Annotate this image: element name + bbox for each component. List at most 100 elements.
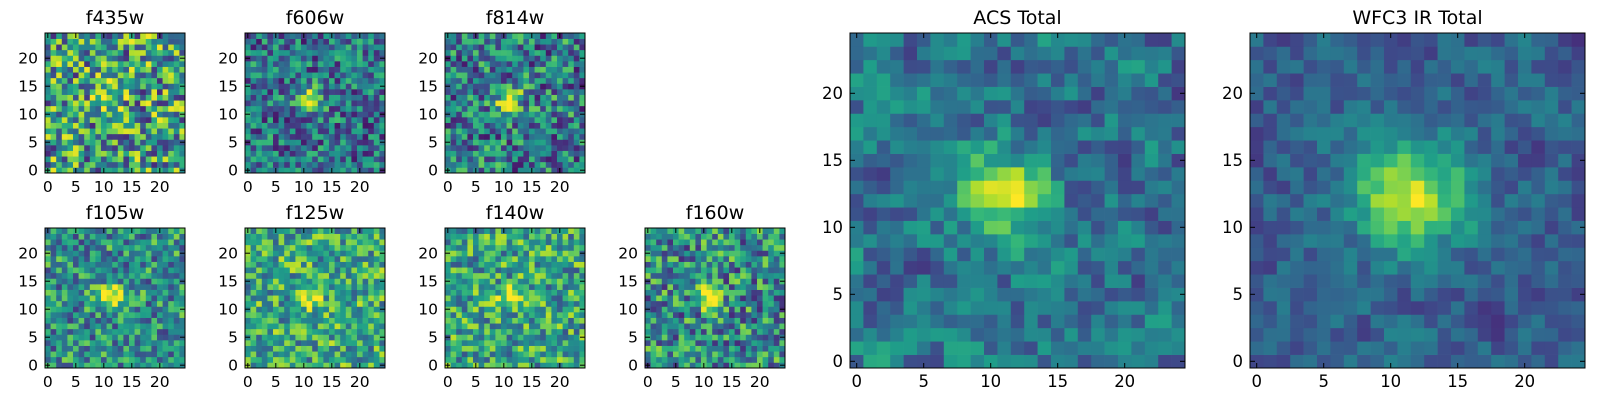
heatmap-cell (173, 351, 180, 358)
heatmap-cell (329, 250, 335, 257)
heatmap-cell (357, 328, 363, 335)
heatmap-cell (284, 233, 291, 240)
heatmap-cell (334, 351, 341, 358)
heatmap-cell (56, 156, 63, 163)
heatmap-cell (678, 306, 685, 313)
heatmap-cell (745, 256, 752, 262)
heatmap-cell (773, 340, 780, 346)
heatmap-cell (701, 351, 707, 358)
heatmap-cell (656, 239, 663, 246)
heatmap-cell (373, 38, 380, 45)
heatmap-cell (56, 323, 63, 330)
y-tick-label: 5 (28, 134, 38, 152)
heatmap-cell (723, 340, 730, 346)
heatmap-cell (295, 94, 302, 101)
heatmap-cell (540, 351, 547, 358)
heatmap-cell (250, 150, 257, 157)
heatmap-cell (562, 133, 569, 140)
heatmap-cell (579, 289, 586, 296)
heatmap-cell (73, 161, 79, 168)
heatmap-cell (723, 317, 730, 324)
heatmap-cell (579, 244, 586, 251)
heatmap-cell (478, 139, 485, 146)
heatmap-cell (362, 239, 369, 246)
heatmap-cell (357, 239, 363, 246)
heatmap-cell (562, 351, 569, 358)
heatmap-cell (162, 334, 169, 341)
heatmap-cell (734, 272, 741, 279)
heatmap-cell (573, 61, 580, 67)
heatmap-cell (317, 334, 324, 341)
heatmap-cell (473, 38, 479, 45)
heatmap-cell (140, 233, 147, 240)
heatmap-cell (534, 284, 541, 290)
heatmap-cell (84, 233, 91, 240)
y-tick-label: 15 (218, 273, 238, 291)
heatmap-cell (261, 312, 268, 318)
heatmap-cell (1104, 341, 1119, 355)
heatmap-cell (734, 289, 741, 296)
heatmap-cell (568, 66, 575, 73)
heatmap-cell (112, 167, 119, 174)
heatmap-cell (562, 66, 569, 73)
heatmap-cell (56, 49, 63, 56)
heatmap-cell (61, 111, 68, 118)
heatmap-cell (351, 72, 358, 79)
heatmap-cell (551, 362, 558, 369)
heatmap-cell (762, 228, 769, 234)
heatmap-cell (306, 289, 313, 296)
heatmap-cell (529, 256, 535, 262)
heatmap-cell (368, 272, 375, 279)
heatmap-cell (78, 94, 85, 101)
heatmap-cell (1158, 180, 1172, 195)
heatmap-cell (301, 261, 307, 268)
heatmap-cell (151, 111, 158, 118)
heatmap-cell (50, 312, 57, 318)
heatmap-cell (445, 94, 451, 101)
heatmap-cell (261, 94, 268, 101)
heatmap-cell (250, 256, 257, 262)
heatmap-cell (61, 284, 68, 290)
heatmap-cell (568, 345, 575, 352)
heatmap-cell (450, 89, 457, 95)
heatmap-cell (540, 233, 547, 240)
heatmap-cell (545, 117, 552, 123)
heatmap-cell (250, 100, 257, 107)
heatmap-cell (478, 250, 485, 257)
heatmap-cell (512, 228, 519, 234)
heatmap-cell (501, 312, 507, 318)
heatmap-cell (56, 334, 63, 341)
heatmap-cell (579, 345, 586, 352)
heatmap-cell (461, 122, 468, 129)
heatmap-cell (368, 289, 375, 296)
heatmap-cell (179, 38, 186, 45)
heatmap-cell (278, 244, 285, 251)
heatmap-cell (751, 244, 758, 251)
heatmap-cell (334, 261, 341, 268)
heatmap-cell (757, 356, 763, 363)
heatmap-cell (562, 300, 569, 307)
heatmap-cell (757, 244, 763, 251)
heatmap-cell (517, 122, 524, 129)
heatmap-cell (1118, 301, 1132, 315)
heatmap-cell (568, 44, 575, 51)
heatmap-cell (123, 33, 130, 39)
heatmap-cell (334, 105, 341, 112)
heatmap-cell (645, 300, 651, 307)
heatmap-cell (250, 295, 257, 302)
heatmap-cell (689, 351, 696, 358)
heatmap-cell (289, 323, 296, 330)
heatmap-cell (334, 77, 341, 84)
heatmap-cell (568, 289, 575, 296)
heatmap-cell (957, 274, 971, 288)
heatmap-cell (534, 111, 541, 118)
heatmap-cell (45, 317, 51, 324)
heatmap-cell (568, 272, 575, 279)
heatmap-cell (540, 66, 547, 73)
heatmap-cell (334, 284, 341, 290)
heatmap-cell (317, 128, 324, 135)
heatmap-cell (473, 312, 479, 318)
heatmap-cell (284, 122, 291, 129)
heatmap-cell (56, 161, 63, 168)
heatmap-cell (368, 267, 375, 274)
